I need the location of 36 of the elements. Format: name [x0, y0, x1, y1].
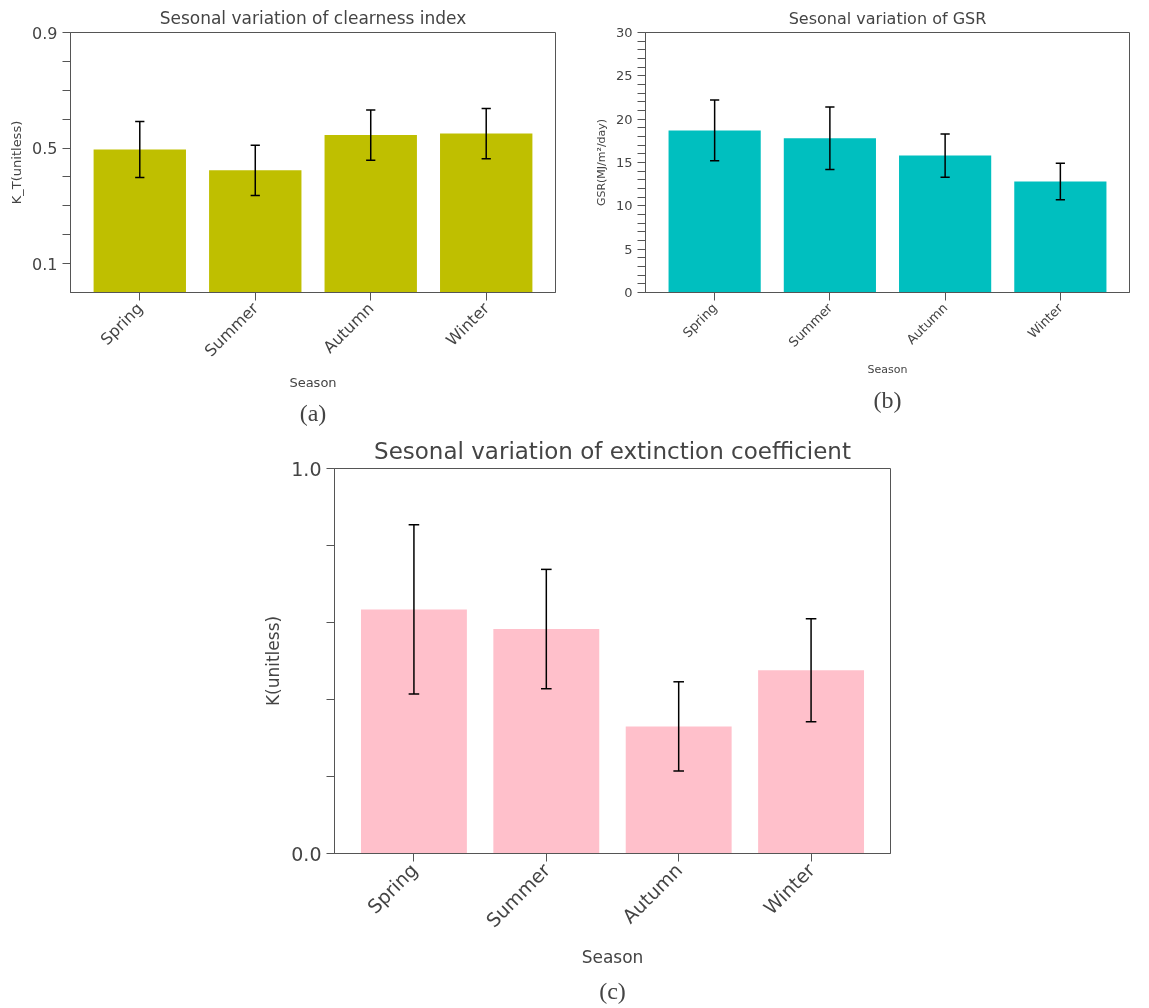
x-axis-title: Season [289, 374, 337, 390]
bar [1014, 181, 1107, 293]
y-tick-label: 30 [615, 25, 633, 40]
y-tick-label: 10 [615, 198, 633, 214]
y-tick-label: 0.0 [291, 842, 322, 865]
y-tick-label: 0.9 [32, 23, 58, 43]
bar [93, 149, 186, 293]
bar [625, 726, 732, 854]
y-tick-label: 0.1 [32, 254, 58, 274]
text: (b) [873, 386, 902, 413]
chart-title: Sesonal variation of clearness index [159, 7, 467, 28]
y-axis-title: K_T(unitless) [9, 120, 25, 205]
chart-title: Sesonal variation of extinction coefficient [374, 437, 851, 464]
text: (c) [599, 977, 626, 1004]
bar [783, 138, 876, 293]
bar [209, 170, 302, 293]
bar [360, 609, 467, 854]
bar [668, 130, 761, 293]
y-tick-label: 1.0 [291, 457, 322, 480]
y-tick-label: 5 [624, 241, 633, 257]
y-tick-label: 15 [615, 155, 633, 170]
y-axis-title: GSR(MJ/m²/day) [594, 118, 608, 207]
y-tick-label: 0.5 [32, 139, 58, 159]
chart-title: Sesonal variation of GSR [788, 8, 987, 28]
bar [493, 629, 600, 854]
x-axis-title: Season [581, 947, 644, 968]
y-tick-label: 0 [624, 285, 633, 300]
bar [758, 670, 865, 854]
bar [899, 155, 992, 293]
text: (a) [299, 399, 327, 426]
y-tick-label: 20 [615, 111, 633, 127]
y-axis-title: K(unitless) [263, 615, 284, 707]
y-tick-label: 25 [615, 68, 633, 84]
x-axis-title: Season [867, 363, 908, 377]
bar [324, 135, 417, 293]
bar [440, 133, 533, 293]
